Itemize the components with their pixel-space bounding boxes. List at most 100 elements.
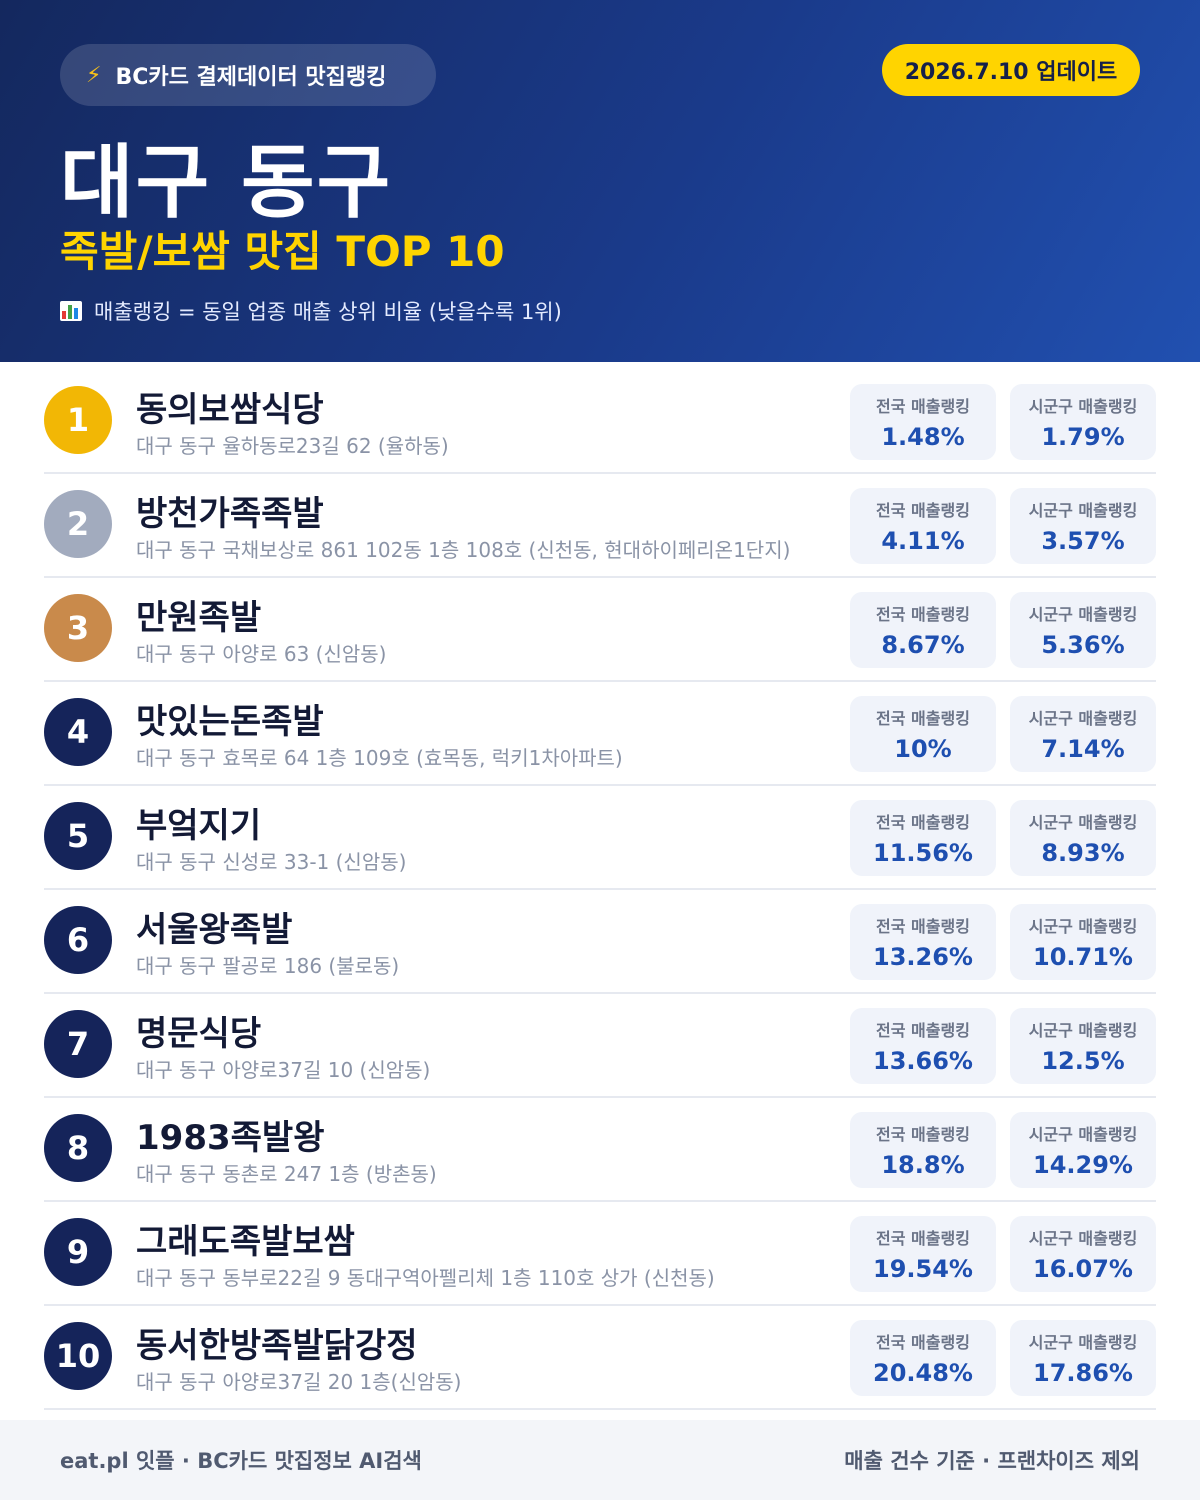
local-ranking-label: 시군구 매출랭킹: [1028, 501, 1138, 520]
header: ⚡ BC카드 결제데이터 맛집랭킹 2026.7.10 업데이트 대구 동구 족…: [0, 0, 1200, 362]
national-ranking: 전국 매출랭킹 11.56%: [850, 800, 996, 876]
national-ranking: 전국 매출랭킹 13.26%: [850, 904, 996, 980]
list-item[interactable]: 9 그래도족발보쌈 대구 동구 동부로22길 9 동대구역아펠리체 1층 110…: [44, 1202, 1156, 1306]
source-badge: ⚡ BC카드 결제데이터 맛집랭킹: [60, 44, 436, 106]
local-ranking-value: 16.07%: [1033, 1255, 1133, 1283]
local-ranking-value: 5.36%: [1041, 631, 1125, 659]
restaurant-address: 대구 동구 동촌로 247 1층 (방촌동): [136, 1162, 437, 1186]
local-ranking-value: 14.29%: [1033, 1151, 1133, 1179]
list-item[interactable]: 5 부엌지기 대구 동구 신성로 33-1 (신암동) 전국 매출랭킹 11.56…: [44, 786, 1156, 890]
list-item[interactable]: 3 만원족발 대구 동구 아양로 63 (신암동) 전국 매출랭킹 8.67% 시…: [44, 578, 1156, 682]
footer-source: eat.pl 잇플 · BC카드 맛집정보 AI검색: [60, 1449, 422, 1473]
rank-badge: 8: [44, 1114, 112, 1182]
local-ranking: 시군구 매출랭킹 3.57%: [1010, 488, 1156, 564]
local-ranking-label: 시군구 매출랭킹: [1028, 1125, 1138, 1144]
national-ranking: 전국 매출랭킹 10%: [850, 696, 996, 772]
restaurant-address: 대구 동구 아양로37길 10 (신암동): [136, 1058, 431, 1082]
national-ranking-label: 전국 매출랭킹: [876, 501, 970, 520]
rank-badge: 9: [44, 1218, 112, 1286]
restaurant-name: 동서한방족발닭강정: [136, 1326, 418, 1366]
national-ranking: 전국 매출랭킹 18.8%: [850, 1112, 996, 1188]
national-ranking-value: 10%: [894, 735, 952, 763]
local-ranking-label: 시군구 매출랭킹: [1028, 605, 1138, 624]
local-ranking: 시군구 매출랭킹 10.71%: [1010, 904, 1156, 980]
list-item[interactable]: 2 방천가족족발 대구 동구 국채보상로 861 102동 1층 108호 (신…: [44, 474, 1156, 578]
local-ranking: 시군구 매출랭킹 1.79%: [1010, 384, 1156, 460]
lightning-icon: ⚡: [86, 62, 102, 88]
restaurant-name: 맛있는돈족발: [136, 702, 324, 742]
local-ranking-value: 1.79%: [1041, 423, 1125, 451]
local-ranking-value: 3.57%: [1041, 527, 1125, 555]
ranking-note: 매출랭킹 = 동일 업종 매출 상위 비율 (낮을수록 1위): [60, 296, 562, 326]
national-ranking-value: 11.56%: [873, 839, 973, 867]
list-item[interactable]: 6 서울왕족발 대구 동구 팔공로 186 (불로동) 전국 매출랭킹 13.26…: [44, 890, 1156, 994]
national-ranking-label: 전국 매출랭킹: [876, 1333, 970, 1352]
local-ranking: 시군구 매출랭킹 17.86%: [1010, 1320, 1156, 1396]
local-ranking: 시군구 매출랭킹 5.36%: [1010, 592, 1156, 668]
source-label: BC카드 결제데이터 맛집랭킹: [115, 65, 387, 90]
local-ranking-value: 17.86%: [1033, 1359, 1133, 1387]
bar-chart-icon: [60, 301, 82, 321]
rank-badge: 6: [44, 906, 112, 974]
national-ranking: 전국 매출랭킹 19.54%: [850, 1216, 996, 1292]
national-ranking-label: 전국 매출랭킹: [876, 1229, 970, 1248]
national-ranking-label: 전국 매출랭킹: [876, 397, 970, 416]
local-ranking-label: 시군구 매출랭킹: [1028, 709, 1138, 728]
restaurant-name: 서울왕족발: [136, 910, 293, 950]
rank-badge: 7: [44, 1010, 112, 1078]
national-ranking-value: 13.26%: [873, 943, 973, 971]
restaurant-address: 대구 동구 아양로 63 (신암동): [136, 642, 387, 666]
rank-badge: 5: [44, 802, 112, 870]
rank-badge: 3: [44, 594, 112, 662]
national-ranking-label: 전국 매출랭킹: [876, 813, 970, 832]
restaurant-address: 대구 동구 팔공로 186 (불로동): [136, 954, 400, 978]
local-ranking: 시군구 매출랭킹 7.14%: [1010, 696, 1156, 772]
rank-badge: 1: [44, 386, 112, 454]
restaurant-address: 대구 동구 율하동로23길 62 (율하동): [136, 434, 449, 458]
local-ranking: 시군구 매출랭킹 16.07%: [1010, 1216, 1156, 1292]
restaurant-name: 방천가족족발: [136, 494, 324, 534]
national-ranking-label: 전국 매출랭킹: [876, 605, 970, 624]
list-item[interactable]: 1 동의보쌈식당 대구 동구 율하동로23길 62 (율하동) 전국 매출랭킹 1…: [44, 370, 1156, 474]
national-ranking-label: 전국 매출랭킹: [876, 1021, 970, 1040]
list-item[interactable]: 4 맛있는돈족발 대구 동구 효목로 64 1층 109호 (효목동, 럭키1차…: [44, 682, 1156, 786]
restaurant-name: 1983족발왕: [136, 1118, 325, 1158]
local-ranking-value: 12.5%: [1041, 1047, 1125, 1075]
national-ranking: 전국 매출랭킹 1.48%: [850, 384, 996, 460]
local-ranking-value: 10.71%: [1033, 943, 1133, 971]
national-ranking-label: 전국 매출랭킹: [876, 917, 970, 936]
ranking-note-text: 매출랭킹 = 동일 업종 매출 상위 비율 (낮을수록 1위): [94, 300, 562, 324]
list-item[interactable]: 10 동서한방족발닭강정 대구 동구 아양로37길 20 1층(신암동) 전국 …: [44, 1306, 1156, 1410]
national-ranking-label: 전국 매출랭킹: [876, 709, 970, 728]
list-item[interactable]: 8 1983족발왕 대구 동구 동촌로 247 1층 (방촌동) 전국 매출랭킹…: [44, 1098, 1156, 1202]
local-ranking-value: 7.14%: [1041, 735, 1125, 763]
national-ranking: 전국 매출랭킹 8.67%: [850, 592, 996, 668]
restaurant-name: 그래도족발보쌈: [136, 1222, 355, 1262]
restaurant-name: 만원족발: [136, 598, 262, 638]
national-ranking-value: 19.54%: [873, 1255, 973, 1283]
local-ranking: 시군구 매출랭킹 8.93%: [1010, 800, 1156, 876]
list-item[interactable]: 7 명문식당 대구 동구 아양로37길 10 (신암동) 전국 매출랭킹 13.6…: [44, 994, 1156, 1098]
region-title: 대구 동구: [60, 136, 393, 229]
national-ranking-value: 18.8%: [881, 1151, 965, 1179]
local-ranking-label: 시군구 매출랭킹: [1028, 1021, 1138, 1040]
restaurant-address: 대구 동구 아양로37길 20 1층(신암동): [136, 1370, 462, 1394]
local-ranking-label: 시군구 매출랭킹: [1028, 813, 1138, 832]
rank-badge: 2: [44, 490, 112, 558]
national-ranking-value: 8.67%: [881, 631, 965, 659]
restaurant-address: 대구 동구 동부로22길 9 동대구역아펠리체 1층 110호 상가 (신천동): [136, 1266, 715, 1290]
footer: eat.pl 잇플 · BC카드 맛집정보 AI검색 매출 건수 기준 · 프랜…: [0, 1420, 1200, 1500]
local-ranking-label: 시군구 매출랭킹: [1028, 1229, 1138, 1248]
footer-criteria: 매출 건수 기준 · 프랜차이즈 제외: [844, 1449, 1140, 1473]
restaurant-name: 명문식당: [136, 1014, 262, 1054]
update-badge: 2026.7.10 업데이트: [882, 44, 1140, 96]
local-ranking-label: 시군구 매출랭킹: [1028, 397, 1138, 416]
local-ranking: 시군구 매출랭킹 14.29%: [1010, 1112, 1156, 1188]
local-ranking-label: 시군구 매출랭킹: [1028, 917, 1138, 936]
local-ranking: 시군구 매출랭킹 12.5%: [1010, 1008, 1156, 1084]
national-ranking-value: 20.48%: [873, 1359, 973, 1387]
restaurant-address: 대구 동구 신성로 33-1 (신암동): [136, 850, 407, 874]
national-ranking-value: 4.11%: [881, 527, 965, 555]
restaurant-name: 동의보쌈식당: [136, 390, 324, 430]
national-ranking-value: 13.66%: [873, 1047, 973, 1075]
